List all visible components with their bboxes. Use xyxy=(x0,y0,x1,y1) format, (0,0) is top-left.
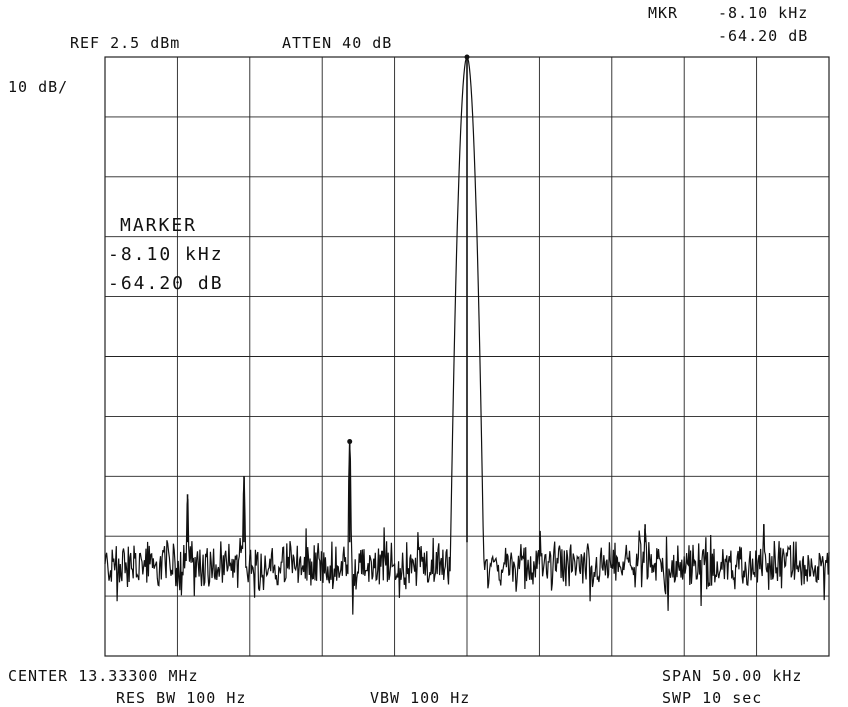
peak-dot xyxy=(464,54,470,60)
frequency-span: SPAN 50.00 kHz xyxy=(662,667,803,685)
center-frequency: CENTER 13.33300 MHz xyxy=(8,667,199,685)
video-bandwidth: VBW 100 Hz xyxy=(370,689,471,707)
reference-level: REF 2.5 dBm xyxy=(70,34,181,52)
marker-frequency: -8.10 kHz xyxy=(718,4,809,22)
resolution-bandwidth: RES BW 100 Hz xyxy=(116,689,247,707)
marker-level: -64.20 dB xyxy=(718,27,809,45)
marker-box-frequency: -8.10 kHz xyxy=(108,244,224,265)
marker-box-level: -64.20 dB xyxy=(108,273,224,294)
peak-marks xyxy=(186,54,765,543)
scale-per-division: 10 dB/ xyxy=(8,78,69,96)
attenuation: ATTEN 40 dB xyxy=(282,34,393,52)
marker-box-title: MARKER xyxy=(120,215,198,236)
active-marker-dot xyxy=(347,439,353,445)
sweep-time: SWP 10 sec xyxy=(662,689,763,707)
marker-label: MKR xyxy=(648,4,679,22)
